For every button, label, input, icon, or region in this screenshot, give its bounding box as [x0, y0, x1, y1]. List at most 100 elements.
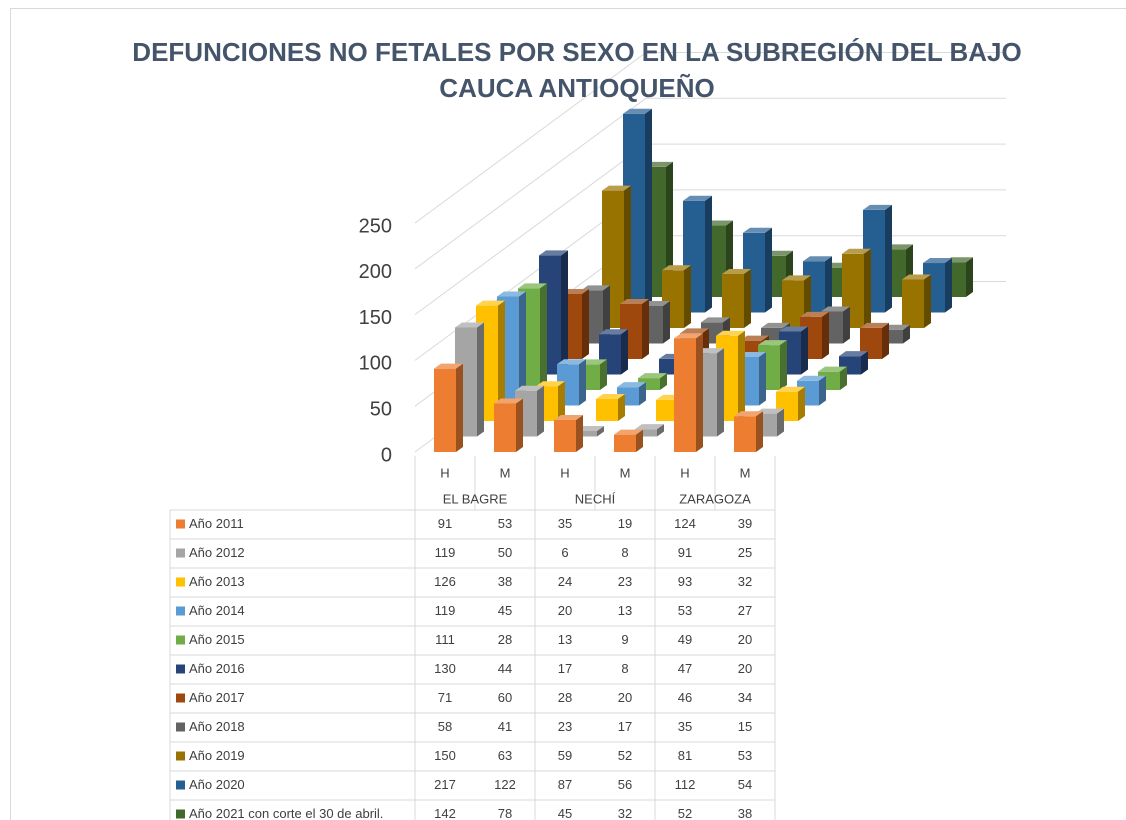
bar-side	[537, 385, 544, 437]
table-cell: 119	[435, 603, 456, 618]
bar-top	[476, 300, 505, 306]
bar-side	[519, 291, 526, 406]
table-cell: 25	[738, 545, 752, 560]
table-cell: 63	[498, 748, 512, 763]
table-cell: 119	[435, 545, 456, 560]
bar-side	[864, 248, 871, 328]
table-cell: 38	[738, 806, 752, 820]
table-cell: 9	[621, 632, 628, 647]
table-cell: 122	[494, 777, 516, 792]
table-cell: 17	[558, 661, 572, 676]
bar-side	[597, 426, 604, 437]
table-cell: 6	[561, 545, 568, 560]
table-cell: 20	[738, 661, 752, 676]
bar-top	[635, 424, 664, 430]
bar	[614, 434, 636, 452]
table-cell: 20	[558, 603, 572, 618]
x-tick-label: H	[560, 465, 569, 480]
table-cell: 19	[618, 516, 632, 531]
bar-side	[840, 366, 847, 390]
table-cell: 32	[618, 806, 632, 820]
table-cell: 52	[678, 806, 692, 820]
bar-side	[885, 204, 892, 313]
table-cell: 112	[675, 777, 696, 792]
bar-side	[645, 108, 652, 313]
bar-side	[579, 359, 586, 406]
bar-top	[497, 291, 526, 297]
bar-side	[924, 274, 931, 328]
y-tick-label: 50	[370, 398, 392, 420]
bar	[554, 419, 576, 452]
bar-top	[599, 329, 628, 335]
bar	[635, 429, 657, 437]
legend-label: Año 2017	[189, 690, 245, 705]
legend-label: Año 2020	[189, 777, 245, 792]
table-cell: 53	[498, 516, 512, 531]
legend-label: Año 2015	[189, 632, 245, 647]
table-cell: 50	[498, 545, 512, 560]
table-cell: 111	[435, 632, 455, 647]
bar-top	[863, 204, 892, 210]
table-cell: 13	[558, 632, 572, 647]
bar	[722, 273, 744, 328]
legend-key	[176, 548, 185, 558]
table-cell: 15	[738, 719, 752, 734]
bar-side	[945, 258, 952, 313]
table-cell: 20	[738, 632, 752, 647]
legend-key	[176, 519, 185, 529]
bar-top	[800, 311, 829, 317]
bar-top	[518, 283, 547, 289]
group-label: ZARAGOZA	[679, 491, 751, 506]
table-cell: 23	[618, 574, 632, 589]
bar-top	[674, 333, 703, 339]
bar-side	[576, 414, 583, 452]
table-cell: 28	[498, 632, 512, 647]
bar-side	[561, 250, 568, 375]
bar-top	[839, 351, 868, 357]
bar-side	[822, 311, 829, 359]
bar-top	[554, 414, 583, 420]
grid-line	[414, 97, 1006, 270]
table-cell: 45	[498, 603, 512, 618]
bar-side	[801, 326, 808, 375]
table-cell: 49	[678, 632, 692, 647]
bar-side	[696, 333, 703, 452]
table-cell: 217	[434, 777, 456, 792]
table-cell: 56	[618, 777, 632, 792]
bar-side	[861, 351, 868, 375]
legend-label: Año 2013	[189, 574, 245, 589]
bar-top	[743, 227, 772, 233]
bar-top	[434, 363, 463, 369]
bar-top	[803, 256, 832, 262]
bar-side	[600, 359, 607, 390]
table-cell: 52	[618, 748, 632, 763]
bar-side	[966, 257, 973, 297]
bar-top	[734, 411, 763, 417]
bar	[734, 416, 756, 452]
table-cell: 17	[618, 719, 632, 734]
table-cell: 28	[558, 690, 572, 705]
table-cell: 35	[678, 719, 692, 734]
bar-side	[456, 363, 463, 452]
grid-line	[414, 52, 1006, 224]
bar-side	[765, 227, 772, 313]
bar-top	[722, 268, 751, 274]
table-cell: 87	[558, 777, 572, 792]
bar-top	[557, 359, 586, 365]
legend-key	[176, 693, 185, 703]
bar-side	[780, 340, 787, 390]
bar-top	[779, 326, 808, 332]
table-cell: 59	[558, 748, 572, 763]
bar-side	[882, 322, 889, 359]
table-cell: 53	[738, 748, 752, 763]
bar-top	[923, 258, 952, 264]
y-tick-label: 0	[381, 444, 392, 466]
bar-side	[660, 373, 667, 390]
bar-top	[842, 248, 871, 254]
bar-side	[744, 268, 751, 328]
bar-top	[761, 322, 790, 328]
bar-side	[663, 300, 670, 344]
bar-top	[902, 274, 931, 280]
table-cell: 47	[678, 661, 692, 676]
